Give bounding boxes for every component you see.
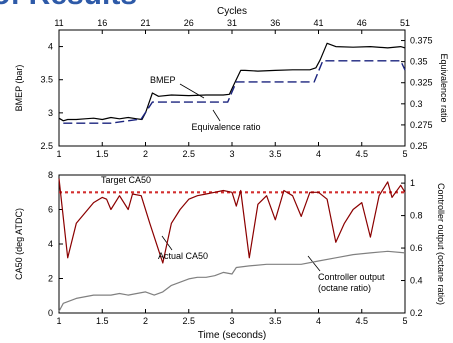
x-tick-label: 5: [402, 316, 407, 326]
y-tick-label: 3.5: [40, 75, 53, 85]
x2-tick-label: 16: [97, 18, 107, 28]
y2-tick-label: 0.375: [410, 36, 433, 46]
x-tick-label: 4: [316, 149, 321, 159]
x-axis-title: Time (seconds): [198, 330, 267, 341]
x2-tick-label: 21: [140, 18, 150, 28]
x-tick-label: 3: [229, 316, 234, 326]
y2-tick-label: 0.35: [410, 57, 428, 67]
y-tick-label: 2: [48, 274, 53, 284]
x-tick-label: 2.5: [182, 316, 195, 326]
y-tick-label: 2.5: [40, 141, 53, 151]
bmep-annotation: BMEP: [150, 75, 176, 85]
x-tick-label: 1: [56, 316, 61, 326]
y-axis-title: BMEP (bar): [14, 65, 24, 112]
y2-tick-label: 0.4: [410, 276, 423, 286]
y2-tick-label: 0.6: [410, 243, 423, 253]
x2-axis-title: Cycles: [217, 6, 247, 17]
y2-tick-label: 0.3: [410, 99, 423, 109]
actual-ca50-annotation: Actual CA50: [158, 251, 208, 261]
y-tick-label: 4: [48, 239, 53, 249]
x-tick-label: 2: [143, 149, 148, 159]
y-tick-label: 4: [48, 42, 53, 52]
y-tick-label: 0: [48, 308, 53, 318]
x-tick-label: 4.5: [355, 149, 368, 159]
y2-tick-label: 0.8: [410, 211, 423, 221]
x-tick-label: 3.5: [269, 149, 282, 159]
y2-axis-title: Equivalence ratio: [439, 53, 449, 122]
actual-ca50-line: [58, 178, 406, 264]
x2-tick-label: 26: [184, 18, 194, 28]
y2-tick-label: 0.25: [410, 141, 428, 151]
equivalence-ratio-leader-line: [212, 109, 221, 122]
y-tick-label: 3: [48, 108, 53, 118]
x2-tick-label: 51: [400, 18, 410, 28]
x2-tick-label: 31: [227, 18, 237, 28]
slide-title: of Results: [0, 0, 137, 12]
x2-tick-label: 46: [357, 18, 367, 28]
target-ca50-annotation: Target CA50: [101, 175, 151, 185]
x-tick-label: 2.5: [182, 149, 195, 159]
equivalence-ratio-line: [63, 60, 406, 124]
x-tick-label: 1.5: [96, 316, 109, 326]
x-tick-label: 1: [56, 149, 61, 159]
x2-tick-label: 41: [313, 18, 323, 28]
y-axis-title: CA50 (deg ATDC): [14, 208, 24, 280]
x-tick-label: 1.5: [96, 149, 109, 159]
x-tick-label: 2: [143, 316, 148, 326]
x2-tick-label: 11: [54, 18, 63, 28]
controller-output-annotation: Controller output (octane ratio): [318, 272, 385, 293]
y-tick-label: 6: [48, 205, 53, 215]
equivalence-ratio-annotation: Equivalence ratio: [191, 122, 260, 132]
x-tick-label: 4: [316, 316, 321, 326]
x2-tick-label: 36: [270, 18, 280, 28]
y2-tick-label: 0.2: [410, 308, 423, 318]
x-tick-label: 4.5: [355, 316, 368, 326]
controller-output-octane-ratio-line: [58, 250, 406, 312]
x-tick-label: 5: [402, 149, 407, 159]
x-tick-label: 3.5: [269, 316, 282, 326]
bmep-line: [58, 42, 406, 122]
y2-tick-label: 1: [410, 178, 415, 188]
y-tick-label: 8: [48, 170, 53, 180]
y2-tick-label: 0.325: [410, 78, 433, 88]
controller-output-leader-line: [307, 255, 321, 272]
x-tick-label: 3: [229, 149, 234, 159]
y2-tick-label: 0.275: [410, 120, 433, 130]
y2-axis-title: Controller output (octane ratio): [436, 183, 446, 305]
